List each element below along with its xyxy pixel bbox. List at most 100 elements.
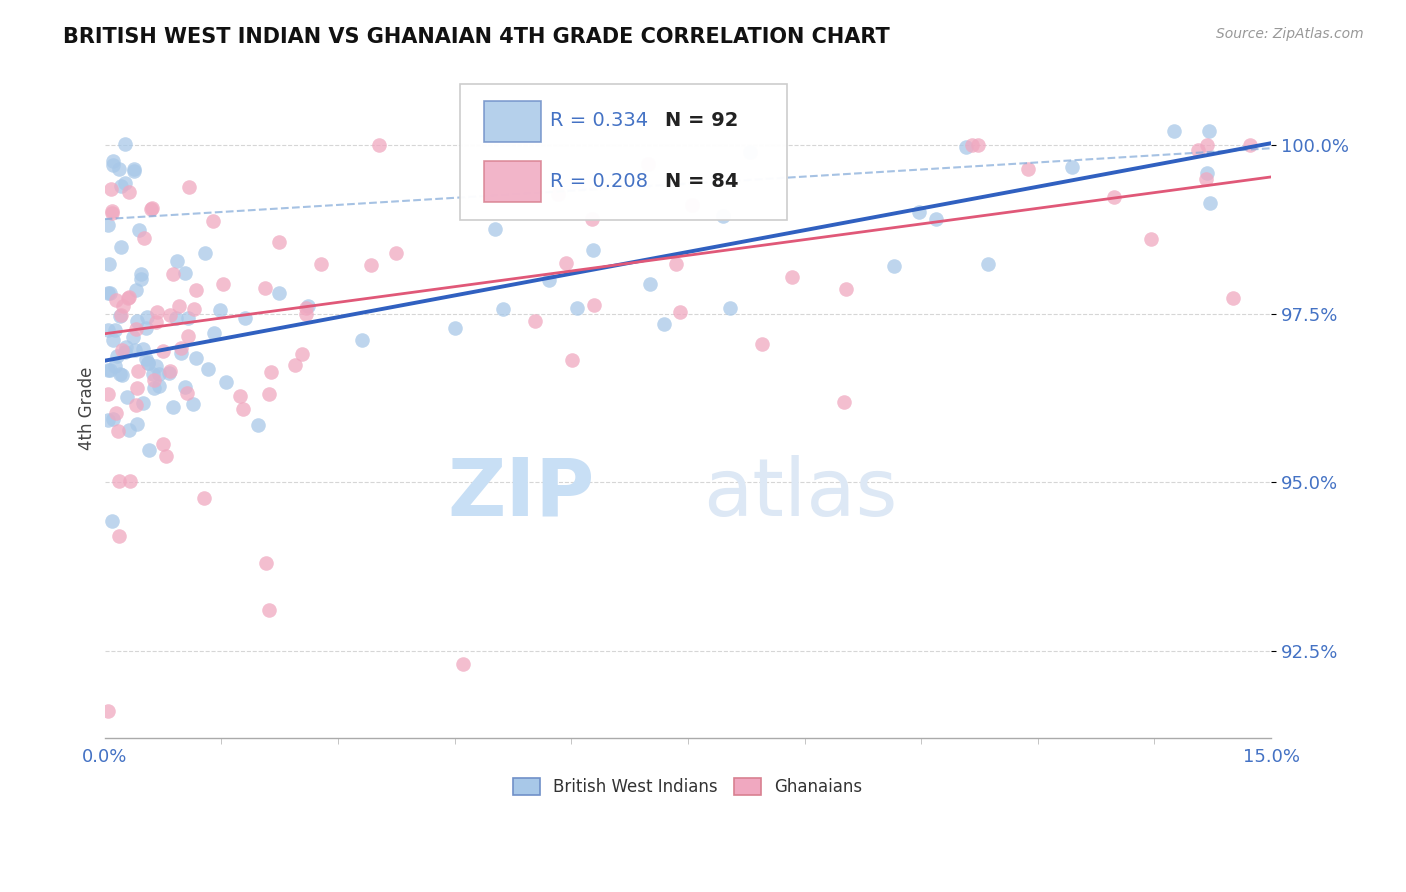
Point [1163,124,1185,138]
Point [118,290,141,304]
Point [751,337,773,351]
Point [104,293,127,307]
Point [138,442,160,457]
Point [97,218,120,232]
Point [152,344,174,359]
Point [98,286,121,301]
Point [638,277,661,291]
Point [129,272,152,286]
Point [582,298,605,312]
Point [115,390,138,404]
Text: BRITISH WEST INDIAN VS GHANAIAN 4TH GRADE CORRELATION CHART: BRITISH WEST INDIAN VS GHANAIAN 4TH GRAD… [63,27,890,46]
Point [259,366,281,380]
Point [1222,292,1244,306]
Point [1060,160,1083,174]
Point [582,244,605,258]
Point [97,387,120,401]
Text: ZIP: ZIP [447,455,595,533]
Point [111,368,134,383]
Point [665,257,688,271]
Point [103,359,125,374]
Point [451,657,474,672]
Point [97,363,120,377]
Point [170,341,193,355]
Point [124,164,146,178]
Point [101,333,124,347]
Point [129,267,152,281]
Point [127,381,149,395]
Text: R = 0.208: R = 0.208 [550,172,648,191]
Point [925,211,948,226]
Point [145,315,167,329]
Point [269,286,291,301]
Point [146,305,169,319]
Point [637,157,659,171]
Point [170,345,193,359]
Point [135,320,157,334]
Point [184,351,207,365]
Point [484,222,506,236]
Point [179,180,201,194]
Point [284,358,307,372]
Point [654,317,676,331]
Point [246,418,269,433]
Point [668,305,690,319]
Text: Source: ZipAtlas.com: Source: ZipAtlas.com [1216,27,1364,41]
Point [108,529,131,543]
Point [104,323,127,337]
Point [142,367,165,381]
Point [141,202,163,216]
Point [136,356,159,370]
Point [181,397,204,411]
Point [908,204,931,219]
Point [167,300,190,314]
Point [257,386,280,401]
Point [148,379,170,393]
Y-axis label: 4th Grade: 4th Grade [79,367,96,450]
Point [297,300,319,314]
Point [101,205,124,219]
Point [955,140,977,154]
Point [267,235,290,249]
Legend: British West Indians, Ghanaians: British West Indians, Ghanaians [506,772,869,803]
Point [101,204,124,219]
Point [718,301,741,315]
Point [977,257,1000,271]
Point [108,474,131,488]
Point [538,273,561,287]
Point [159,363,181,377]
Point [360,259,382,273]
Point [101,158,124,172]
Text: atlas: atlas [703,455,898,533]
Point [194,246,217,260]
Text: R = 0.334: R = 0.334 [550,111,648,130]
Point [110,309,132,323]
Text: N = 84: N = 84 [665,172,738,191]
Point [127,314,149,328]
Point [174,380,197,394]
Point [110,179,132,194]
Point [157,366,180,380]
Point [547,186,569,201]
Point [145,359,167,373]
Point [138,356,160,370]
Point [115,340,138,354]
Point [97,257,120,271]
Point [114,345,136,359]
Point [162,268,184,282]
Point [197,361,219,376]
Point [135,310,157,324]
Point [121,329,143,343]
Point [135,352,157,367]
Point [107,161,129,176]
Point [832,394,855,409]
Point [97,286,120,301]
Point [152,437,174,451]
Point [780,270,803,285]
Point [350,333,373,347]
Point [186,283,208,297]
Point [111,299,134,313]
Point [229,389,252,403]
Point [883,259,905,273]
Point [155,450,177,464]
